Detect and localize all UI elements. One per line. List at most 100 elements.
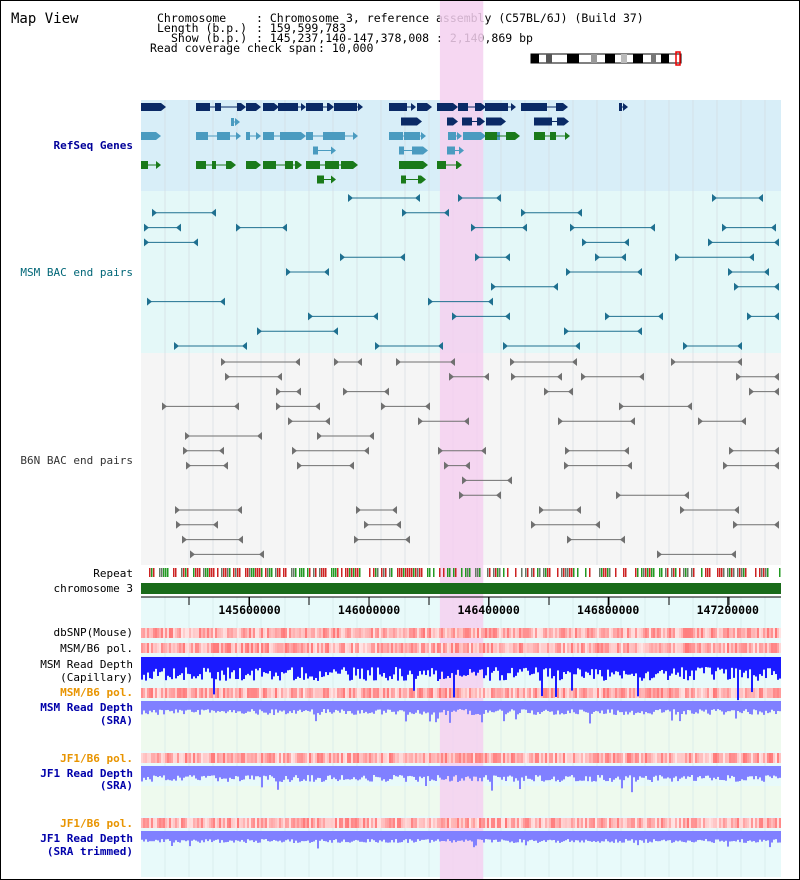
jf1-b6-pol-heat-cell-2 (667, 818, 669, 828)
msm-depth-sra-bar (649, 701, 651, 714)
bac-end-marker (539, 506, 544, 514)
jf1-b6-pol-heat-cell-2 (445, 818, 447, 828)
msm-depth-capillary-bar (531, 657, 533, 675)
jf1-b6-pol-heat-cell (489, 753, 491, 763)
msm-b6-pol-heat-cell-2 (333, 688, 335, 698)
jf1-depth-trimmed-bar (561, 831, 563, 842)
jf1-b6-pol-heat-cell (415, 753, 417, 763)
jf1-b6-pol-heat-cell-2 (551, 818, 553, 828)
dbsnp-heat-cell (191, 628, 193, 638)
gene-exon (422, 161, 423, 169)
jf1-depth-sra-bar (543, 766, 545, 782)
msm-depth-capillary-bar (377, 657, 379, 668)
jf1-depth-sra-bar (169, 766, 171, 781)
dbsnp-heat-cell (623, 628, 625, 638)
jf1-depth-sra-bar (325, 766, 327, 780)
msm-depth-capillary-bar (307, 657, 309, 679)
repeat-mark (285, 568, 287, 577)
msm-b6-pol-heat-cell-2 (211, 688, 213, 698)
msm-depth-sra-bar (551, 701, 553, 712)
jf1-depth-trimmed-bar (229, 831, 231, 841)
jf1-depth-sra-bar (669, 766, 671, 779)
msm-depth-sra-bar (143, 701, 145, 711)
jf1-b6-pol-heat-cell (599, 753, 601, 763)
bac-end-marker (521, 208, 526, 217)
jf1-depth-trimmed-bar (691, 831, 693, 842)
msm-depth-sra-bar (247, 701, 249, 712)
jf1-depth-trimmed-bar (355, 831, 357, 840)
msm-b6-pol-heat-cell-2 (385, 688, 387, 698)
msm-depth-capillary-bar (585, 657, 587, 672)
jf1-b6-pol-heat-cell-2 (719, 818, 721, 828)
dbsnp-heat-cell (437, 628, 439, 638)
jf1-b6-pol-heat-cell-2 (369, 818, 371, 828)
jf1-depth-trimmed-bar (559, 831, 561, 843)
dbsnp-heat-cell (561, 628, 563, 638)
jf1-depth-sra-bar (289, 766, 291, 782)
jf1-b6-pol-heat-cell (259, 753, 261, 763)
msm-depth-sra-bar (321, 701, 323, 712)
msm-b6-pol-heat-cell (571, 643, 573, 653)
jf1-depth-trimmed-bar (507, 831, 509, 841)
jf1-b6-pol-heat-cell (577, 753, 579, 763)
gene-exon (327, 103, 329, 111)
jf1-b6-pol-heat-cell (175, 753, 177, 763)
msm-depth-capillary-bar (507, 657, 509, 674)
dbsnp-heat-cell (411, 628, 413, 638)
jf1-b6-pol-heat-cell-2 (403, 818, 405, 828)
bac-end-marker (444, 461, 449, 470)
msm-depth-capillary-bar (405, 657, 407, 681)
msm-depth-capillary-bar (767, 657, 769, 669)
jf1-depth-sra-bar (603, 766, 605, 780)
gene-exon (449, 103, 453, 111)
dbsnp-heat-cell (633, 628, 635, 638)
jf1-depth-sra-bar (355, 766, 357, 780)
msm-depth-sra-bar (537, 701, 539, 713)
msm-depth-sra-bar (227, 701, 229, 712)
jf1-depth-sra-bar (149, 766, 151, 780)
jf1-depth-trimmed-bar (695, 831, 697, 842)
msm-b6-pol-heat-cell-2 (467, 688, 469, 698)
repeat-mark (537, 568, 539, 577)
msm-depth-capillary-bar (335, 657, 337, 672)
dbsnp-heat-cell (537, 628, 539, 638)
jf1-depth-sra-bar (299, 766, 301, 782)
bac-end-marker (605, 312, 610, 321)
jf1-depth-trimmed-bar (497, 831, 499, 842)
jf1-b6-pol-heat-cell-2 (479, 818, 481, 828)
msm-b6-pol-heat-cell-2 (353, 688, 355, 698)
msm-depth-sra-bar (763, 701, 765, 715)
jf1-b6-pol-heat-cell (609, 753, 611, 763)
msm-b6-pol-heat-cell-2 (325, 688, 327, 698)
repeat-mark (577, 568, 579, 577)
msm-b6-pol-heat-cell (487, 643, 489, 653)
jf1-depth-trimmed-bar (427, 831, 429, 840)
msm-depth-sra-bar (687, 701, 689, 710)
msm-depth-capillary-bar (387, 657, 389, 681)
jf1-depth-trimmed-bar (573, 831, 575, 843)
msm-depth-sra-bar (619, 701, 621, 713)
jf1-b6-pol-heat-cell (405, 753, 407, 763)
msm-b6-pol-heat-cell-2 (143, 688, 145, 698)
bac-end-marker (491, 282, 496, 291)
msm-depth-sra-bar (197, 701, 199, 711)
jf1-depth-sra-bar (583, 766, 585, 781)
dbsnp-heat-cell (551, 628, 553, 638)
jf1-b6-pol-heat-cell-2 (313, 818, 315, 828)
msm-depth-sra-bar (441, 701, 443, 713)
jf1-b6-pol-heat-cell-2 (469, 818, 471, 828)
jf1-depth-trimmed-bar (735, 831, 737, 842)
repeat-mark (275, 568, 277, 577)
jf1-depth-sra-bar (315, 766, 317, 780)
msm-b6-pol-heat-cell (449, 643, 451, 653)
dbsnp-heat-cell (367, 628, 369, 638)
jf1-depth-trimmed-bar (221, 831, 223, 841)
msm-b6-pol-heat-cell-2 (255, 688, 257, 698)
msm-b6-pol-heat-cell (639, 643, 641, 653)
jf1-b6-pol-heat-cell (581, 753, 583, 763)
jf1-b6-pol-heat-cell-2 (349, 818, 351, 828)
jf1-depth-sra-bar (151, 766, 153, 782)
repeat-mark (251, 568, 253, 577)
jf1-b6-pol-heat-cell (625, 753, 627, 763)
